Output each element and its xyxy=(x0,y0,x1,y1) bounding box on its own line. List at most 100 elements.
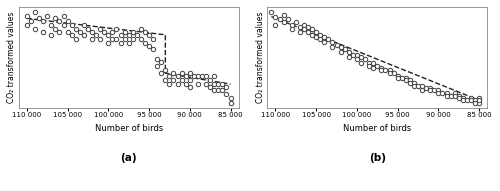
Point xyxy=(198,74,206,77)
Point xyxy=(80,33,88,36)
Point xyxy=(284,17,292,20)
Point xyxy=(108,31,116,34)
Point xyxy=(60,14,68,17)
Point xyxy=(153,58,161,61)
Y-axis label: CO₂ transformed values: CO₂ transformed values xyxy=(256,12,264,103)
Point xyxy=(72,37,80,40)
Point xyxy=(56,31,64,34)
Point xyxy=(108,37,116,40)
Point xyxy=(296,25,304,28)
Point xyxy=(23,14,31,17)
Point xyxy=(475,102,483,105)
Point xyxy=(56,20,64,23)
Point xyxy=(340,48,348,51)
Point xyxy=(149,37,157,40)
Point xyxy=(386,71,394,74)
Point xyxy=(76,31,84,34)
Point xyxy=(442,95,450,98)
Point xyxy=(88,31,96,34)
Point xyxy=(129,31,137,34)
Point xyxy=(398,76,406,79)
Point xyxy=(64,20,72,23)
Point xyxy=(463,99,471,102)
Point xyxy=(475,99,483,102)
X-axis label: Number of birds: Number of birds xyxy=(343,124,411,133)
Point xyxy=(153,65,161,68)
Point xyxy=(116,41,124,45)
Point xyxy=(137,28,145,31)
Point xyxy=(170,72,177,75)
Point xyxy=(426,87,434,90)
Point xyxy=(300,27,308,30)
Point xyxy=(316,37,324,40)
Point xyxy=(214,88,222,91)
Point xyxy=(276,17,283,20)
Point xyxy=(202,74,210,77)
Point xyxy=(390,71,398,74)
Point xyxy=(194,74,202,77)
Point xyxy=(386,68,394,71)
Point xyxy=(182,83,190,86)
Point xyxy=(422,87,430,90)
Point xyxy=(174,74,182,77)
Point xyxy=(120,31,128,34)
Point xyxy=(112,37,120,40)
Point xyxy=(210,83,218,86)
Point xyxy=(226,102,234,105)
Point xyxy=(414,84,422,87)
Point xyxy=(27,20,35,23)
Point xyxy=(374,64,382,67)
Point xyxy=(124,41,132,45)
Point xyxy=(112,28,120,31)
Point xyxy=(162,69,170,72)
Point xyxy=(52,17,60,20)
Point xyxy=(170,79,177,82)
Point xyxy=(455,97,463,100)
Point xyxy=(349,54,357,57)
Point xyxy=(410,84,418,87)
Point xyxy=(304,25,312,28)
Point xyxy=(406,81,414,84)
Point xyxy=(84,28,92,31)
Point xyxy=(96,28,104,31)
Y-axis label: CO₂ transformed values: CO₂ transformed values xyxy=(7,12,16,103)
Point xyxy=(365,64,373,67)
Point xyxy=(174,83,182,86)
Point xyxy=(471,102,479,105)
Point xyxy=(35,17,43,20)
Point xyxy=(320,41,328,44)
Point xyxy=(186,72,194,75)
Point xyxy=(48,24,56,27)
Point xyxy=(214,83,222,86)
Point xyxy=(39,20,47,23)
Point xyxy=(328,41,336,44)
Point xyxy=(60,24,68,27)
Point xyxy=(226,96,234,99)
Point xyxy=(194,83,202,86)
Point xyxy=(450,95,458,98)
Point xyxy=(202,83,210,86)
Point xyxy=(145,33,153,36)
Point xyxy=(365,61,373,64)
Point xyxy=(222,85,230,88)
Point xyxy=(104,41,112,45)
Point xyxy=(308,33,316,36)
Point xyxy=(357,56,365,59)
Point xyxy=(382,68,390,71)
Point xyxy=(141,41,149,45)
Point xyxy=(288,23,296,26)
Point xyxy=(292,20,300,23)
Point xyxy=(31,10,39,13)
Point xyxy=(336,46,344,49)
Point xyxy=(120,37,128,40)
Point xyxy=(137,37,145,40)
Point xyxy=(280,13,287,16)
Point xyxy=(218,83,226,86)
Point xyxy=(280,20,287,23)
Point xyxy=(52,28,60,31)
Point xyxy=(210,88,218,91)
Point xyxy=(304,30,312,33)
Point xyxy=(80,24,88,27)
Point xyxy=(116,33,124,36)
Point xyxy=(182,74,190,77)
